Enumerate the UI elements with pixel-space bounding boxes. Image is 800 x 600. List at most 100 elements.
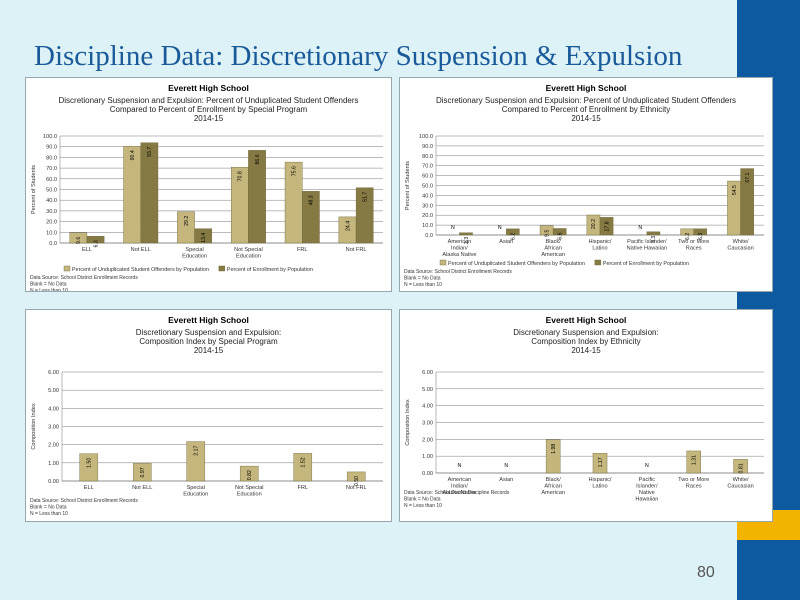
legend-entry: Percent of Enrollment by Population [227,267,313,273]
x-category-label: Asian [499,239,513,245]
x-category-label: Education [237,492,262,498]
x-category-label: Latino [592,484,607,490]
bar [302,191,320,244]
x-category-label: Native Hawaiian [627,246,667,252]
x-category-label: Alaska Native [442,252,476,258]
chart-note: Data Source: School District Enrollment … [30,498,138,504]
data-label: 0.50 [354,476,360,486]
y-tick-label: 4.00 [48,406,59,412]
chart-panel-ethnicity-index: Everett High School Discretionary Suspens… [399,309,773,522]
legend-entry: Percent of Unduplicated Student Offender… [72,267,209,273]
x-category-label: Latino [592,246,607,252]
bar [194,228,213,244]
y-tick-label: 20.0 [422,213,433,219]
y-tick-label: 4.00 [422,404,433,410]
bar [686,450,701,474]
x-category-label: Not ELL [131,247,151,253]
chart-panel-special-program-percent: Everett High School Discretionary Suspens… [25,77,392,292]
chart-note: N = Less than 10 [30,288,68,291]
chart-svg: Everett High School Discretionary Suspens… [30,83,383,291]
y-axis-label: Composition Index [405,399,411,446]
data-label: 0.97 [140,467,146,477]
x-category-label: Caucasian [727,484,753,490]
x-category-label: Asian [499,477,513,483]
x-category-label: Islander/ [636,484,658,490]
chart-subtitle-line: Discretionary Suspension and Expulsion: … [436,96,736,105]
data-label: 0.81 [738,463,744,473]
x-category-label: Black/ [546,477,562,483]
y-axis-label: Percent of Students [405,161,411,210]
chart-school-name: Everett High School [546,315,627,325]
y-tick-label: 5.00 [48,388,59,394]
y-tick-label: 50.0 [422,184,433,190]
x-category-label: American [448,477,472,483]
x-category-label: Hispanic/ [588,477,611,483]
chart-subtitle-line: Composition Index by Ethnicity [531,337,640,346]
y-tick-label: 90.0 [46,145,57,151]
data-label: 29.2 [184,216,190,226]
chart-note: Data Source: School District Enrollment … [30,275,138,281]
chart-subtitle-line: 2014-15 [571,114,601,123]
data-label-n: N [498,225,502,231]
x-category-label: American [541,252,565,258]
chart-subtitle-line: 2014-15 [194,114,224,123]
data-label-n: N [638,225,642,231]
y-tick-label: 0.0 [425,233,433,239]
legend-swatch [594,259,602,266]
chart-svg: Everett High School Discretionary Suspens… [30,315,383,517]
x-category-label: White/ [733,239,749,245]
bar [552,228,567,236]
y-tick-label: 60.0 [422,174,433,180]
bar [506,228,520,236]
y-tick-label: 100.0 [419,134,433,140]
x-category-label: Education [183,492,208,498]
x-category-label: Not FRL [346,247,367,253]
data-label: 93.7 [147,147,153,157]
x-category-label: Hawaiian [635,497,658,503]
y-tick-label: 1.00 [48,461,59,467]
legend-entry: Percent of Enrollment by Population [603,261,689,267]
bar [239,465,259,482]
bar [248,150,266,244]
y-tick-label: 2.00 [422,437,433,443]
x-category-label: FRL [297,485,308,491]
bar [740,168,754,236]
y-axis-label: Composition Index [31,403,37,450]
data-label: 0.82 [247,470,253,480]
bar [140,142,159,244]
data-label: 90.4 [130,150,136,160]
data-label: 48.3 [309,195,315,205]
x-category-label: Not Special [234,247,263,253]
data-label: 70.8 [238,171,244,181]
bar [459,232,473,236]
y-tick-label: 90.0 [422,144,433,150]
bar [733,459,748,474]
x-category-label: ELL [82,247,92,253]
data-label: 1.50 [87,458,93,468]
chart-school-name: Everett High School [546,83,627,93]
x-category-label: Black/ [546,239,562,245]
chart-svg: Everett High School Discretionary Suspens… [404,315,764,509]
y-tick-label: 1.00 [422,454,433,460]
data-label: 6.3 [93,240,99,247]
data-label: 24.4 [345,221,351,231]
chart-subtitle-line: Compared to Percent of Enrollment by Spe… [110,105,308,114]
x-category-label: Education [236,254,261,260]
chart-note: N = Less than 10 [404,503,442,509]
data-label: 67.1 [745,172,751,182]
x-category-label: African [544,246,561,252]
chart-subtitle-line: 2014-15 [194,346,224,355]
x-category-label: Races [686,246,702,252]
y-tick-label: 70.0 [46,166,57,172]
bar [355,187,374,244]
bar [693,228,708,236]
y-tick-label: 40.0 [46,198,57,204]
x-category-label: Pacific [639,477,656,483]
x-category-label: White/ [733,477,749,483]
data-label: 86.6 [255,154,261,164]
y-tick-label: 6.00 [422,370,433,376]
y-axis-label: Percent of Students [31,165,37,214]
chart-note: Data Source: School District Enrollment … [404,269,512,275]
legend-swatch [218,265,226,272]
y-tick-label: 70.0 [422,164,433,170]
